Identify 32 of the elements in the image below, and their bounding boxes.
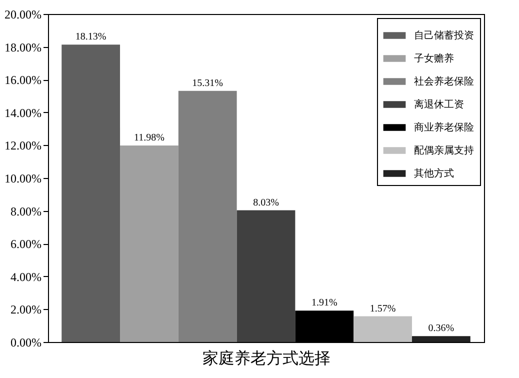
y-tick-label: 6.00% (10, 237, 42, 252)
y-tick-label: 16.00% (4, 73, 42, 88)
y-tick-label: 2.00% (10, 302, 42, 317)
y-tick-label: 20.00% (4, 8, 42, 22)
legend-label: 社会养老保险 (414, 76, 474, 88)
y-tick-label: 8.00% (10, 204, 42, 218)
data-label: 0.36% (428, 323, 454, 334)
legend-label: 配偶亲属支持 (414, 144, 474, 156)
y-tick-label: 10.00% (4, 172, 42, 186)
data-label: 1.91% (311, 298, 338, 309)
bar (62, 44, 120, 342)
data-label: 15.31% (192, 78, 224, 89)
legend-label: 其他方式 (414, 168, 454, 180)
y-tick-label: 18.00% (4, 40, 42, 54)
data-label: 8.03% (253, 197, 279, 208)
data-label: 18.13% (75, 32, 106, 43)
y-tick-label: 12.00% (4, 138, 42, 153)
bar (354, 316, 412, 342)
x-axis-title: 家庭养老方式选择 (202, 348, 330, 368)
data-label: 11.98% (134, 132, 164, 144)
bar (178, 90, 237, 342)
bar (120, 146, 178, 342)
y-tick-label: 0.00% (10, 336, 42, 350)
legend-label: 商业养老保险 (414, 122, 474, 134)
legend-label: 子女赡养 (414, 52, 454, 64)
data-label: 1.57% (370, 303, 396, 314)
legend-label: 自己储蓄投资 (414, 30, 474, 42)
y-tick-label: 14.00% (4, 106, 42, 120)
legend-label: 离退休工资 (414, 98, 464, 110)
y-tick-label: 4.00% (10, 270, 42, 284)
bar (412, 336, 470, 342)
bar (236, 210, 296, 342)
